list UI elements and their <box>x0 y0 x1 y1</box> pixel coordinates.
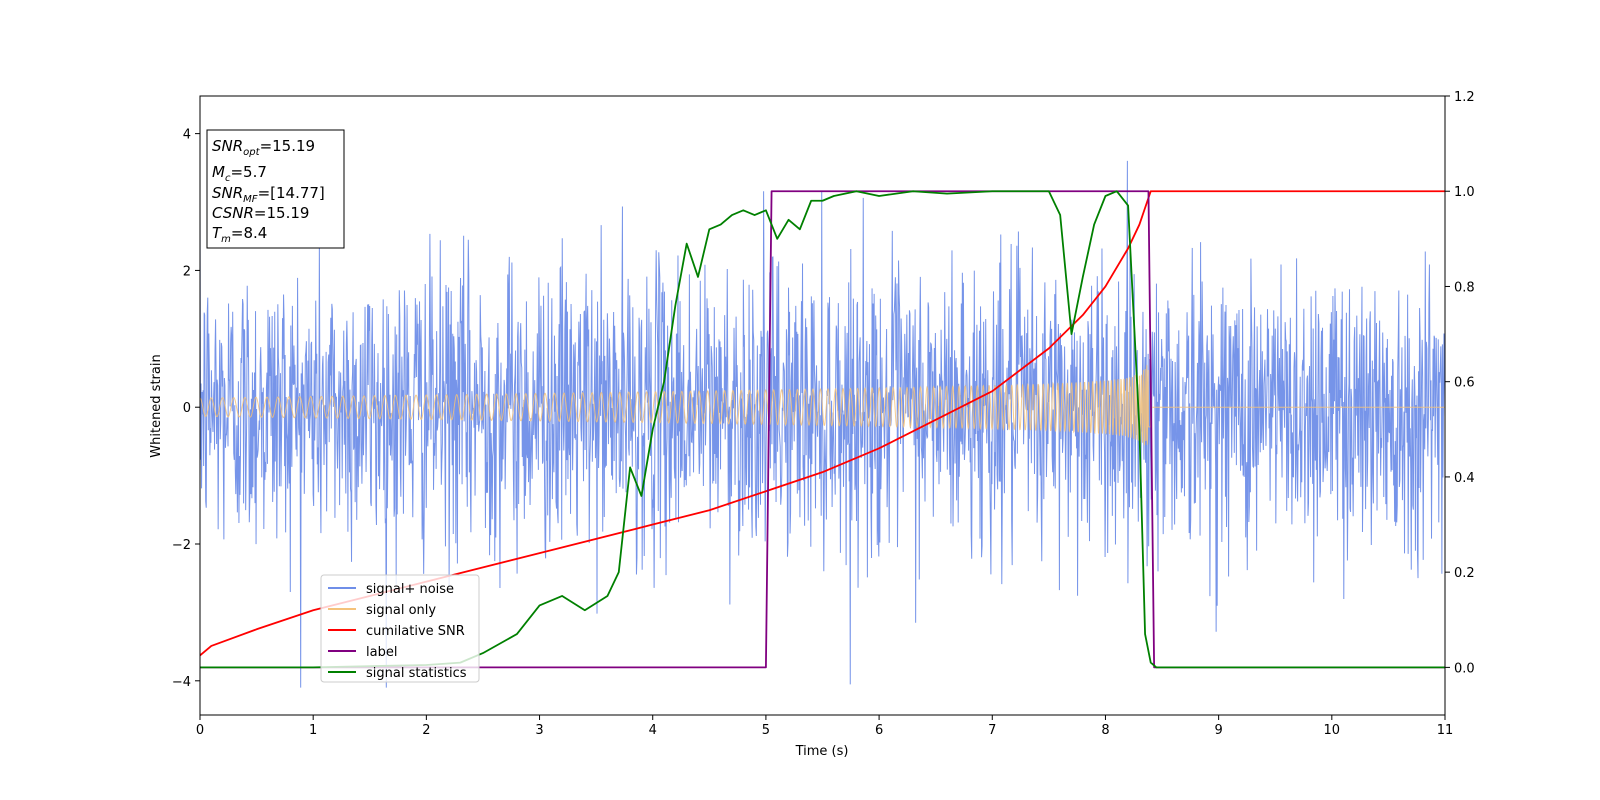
snr-opt-label: SNRopt=15.19 <box>212 137 315 158</box>
y-axis-left-ticks: −4 −2 0 2 4 <box>172 128 200 690</box>
snr-mf-label: SNRMF=[14.77] <box>212 184 325 205</box>
x-tick-label: 11 <box>1437 723 1454 738</box>
y-left-tick-label: 4 <box>183 128 191 143</box>
x-tick-label: 7 <box>988 723 996 738</box>
y-right-tick-label: 0.8 <box>1454 280 1475 295</box>
x-tick-label: 6 <box>875 723 883 738</box>
y-right-tick-label: 1.2 <box>1454 90 1475 105</box>
legend-frame <box>320 574 480 683</box>
y-axis-label: Whitened strain <box>149 354 164 457</box>
x-tick-label: 5 <box>762 723 770 738</box>
x-tick-label: 2 <box>422 723 430 738</box>
info-box-frame <box>206 129 345 249</box>
legend-label: signal only <box>366 603 436 618</box>
mc-label: Mc=5.7 <box>212 163 267 184</box>
y-left-tick-label: −2 <box>172 538 191 553</box>
x-axis-label: Time (s) <box>795 744 849 759</box>
y-right-tick-label: 0.2 <box>1454 566 1475 581</box>
y-left-tick-label: 0 <box>183 401 191 416</box>
series-signal-noise-line <box>200 160 1445 688</box>
x-tick-label: 1 <box>309 723 317 738</box>
plot-frame <box>199 95 1446 716</box>
legend-label: signal+ noise <box>366 582 454 597</box>
series-signal-only-line <box>200 365 1445 446</box>
y-right-tick-label: 0.0 <box>1454 661 1475 676</box>
x-tick-label: 9 <box>1214 723 1222 738</box>
x-axis-ticks: 0 1 2 3 4 5 6 7 8 9 10 11 <box>196 715 1453 738</box>
x-tick-label: 10 <box>1324 723 1341 738</box>
y-axis-right-ticks: 0.0 0.2 0.4 0.6 0.8 1.0 1.2 <box>1445 90 1475 676</box>
series-signal-statistics-line <box>200 190 1445 669</box>
csnr-label: CSNR=15.19 <box>212 204 309 222</box>
info-box: SNRopt=15.19 Mc=5.7 SNRMF=[14.77] CSNR=1… <box>206 129 345 249</box>
legend: signal+ noise signal only cumilative SNR la… <box>320 574 480 683</box>
x-tick-label: 4 <box>649 723 657 738</box>
y-left-tick-label: 2 <box>183 264 191 279</box>
x-tick-label: 3 <box>535 723 543 738</box>
legend-label: signal statistics <box>366 666 467 681</box>
y-right-tick-label: 1.0 <box>1454 185 1475 200</box>
x-tick-label: 8 <box>1101 723 1109 738</box>
tm-label: Tm=8.4 <box>212 224 267 245</box>
legend-label: cumilative SNR <box>366 624 465 639</box>
y-right-tick-label: 0.6 <box>1454 376 1475 391</box>
legend-label: label <box>366 645 397 660</box>
y-left-tick-label: −4 <box>172 675 191 690</box>
x-tick-label: 0 <box>196 723 204 738</box>
y-right-tick-label: 0.4 <box>1454 471 1475 486</box>
